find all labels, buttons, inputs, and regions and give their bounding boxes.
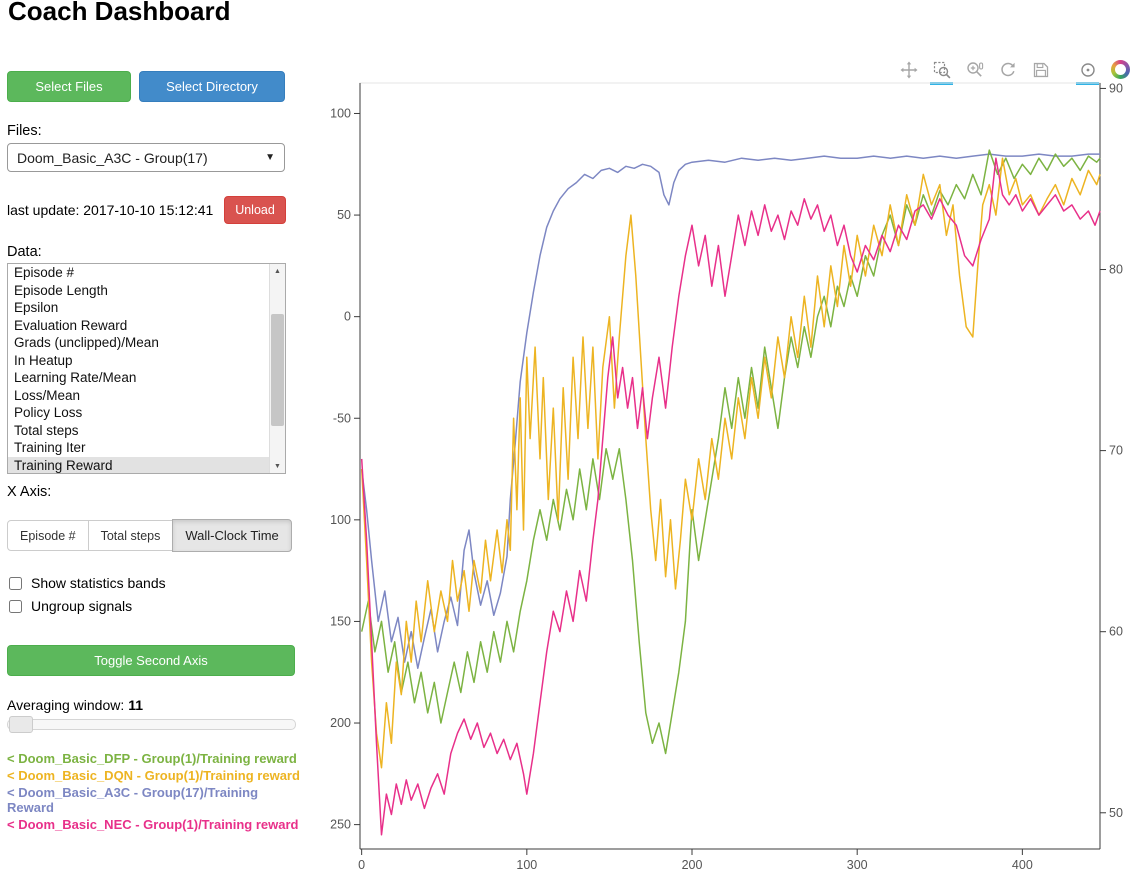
data-item-epsilon[interactable]: Epsilon [14,300,59,315]
data-item-total-steps[interactable]: Total steps [14,422,79,438]
legend-entry-doom-basic-nec-group-1-training-reward[interactable]: < Doom_Basic_NEC - Group(1)/Training rew… [7,817,299,832]
xaxis-option-total-steps[interactable]: Total steps [87,520,174,551]
averaging-window-slider[interactable] [7,716,296,733]
data-item-training-reward[interactable]: Training Reward [8,456,269,473]
y-tick-label-left: 100 [330,106,351,120]
checkbox-label: Ungroup signals [31,598,133,614]
series-doom-basic-a3c-group-17-training-reward [360,153,1100,669]
last-update-text: last update: 2017-10-10 15:12:41 [7,202,214,218]
files-label: Files: [7,123,42,139]
x-tick-label: 400 [1012,858,1033,872]
bokeh-logo[interactable] [1111,60,1130,79]
xaxis-option-wall-clock-time[interactable]: Wall-Clock Time [172,519,292,552]
unload-button[interactable]: Unload [224,196,286,224]
data-list[interactable]: Episode # Episode Length Epsilon Evaluation… [8,264,269,473]
x-tick-label: 100 [516,858,537,872]
checkbox-label: Show statistics bands [31,575,166,591]
y-tick-label-left: -250 [330,818,351,832]
averaging-window-text: Averaging window: [7,697,125,713]
y-tick-label-left: -150 [330,614,351,628]
legend-entry-doom-basic-a3c-group-17-training-reward[interactable]: < Doom_Basic_A3C - Group(17)/Training Re… [7,785,259,815]
box-zoom-tool-icon[interactable] [930,60,953,85]
y-tick-label-right: 70 [1109,444,1123,458]
hover-tool-icon[interactable] [1076,60,1099,85]
chart-panel[interactable]: 100 50 0 -50 -100 -150 -200 -250 90 80 70 60 50 0 100 2… [330,52,1142,881]
y-tick-label-left: 0 [344,310,351,324]
data-listbox[interactable]: Episode # Episode Length Epsilon Evaluation… [7,263,286,474]
y-tick-label-left: 50 [337,208,351,222]
x-tick-label: 200 [682,858,703,872]
averaging-window-value: 11 [128,697,144,713]
reset-tool-icon[interactable] [998,60,1017,79]
save-tool-icon[interactable] [1031,60,1050,79]
data-item-learning-rate-mean[interactable]: Learning Rate/Mean [14,370,137,385]
legend: < Doom_Basic_DFP - Group(1)/Training rew… [7,751,300,834]
y-tick-label-right: 90 [1109,81,1123,95]
xaxis-label: X Axis: [7,484,52,500]
listbox-scrollbar[interactable]: ▲ ▼ [269,264,285,473]
show-statistics-bands-checkbox[interactable] [9,576,22,590]
y-tick-label-right: 60 [1109,625,1123,639]
page-title: Coach Dashboard [8,0,231,26]
data-item-in-heatup[interactable]: In Heatup [14,352,73,368]
data-item-grads-unclipped-mean[interactable]: Grads (unclipped)/Mean [14,335,159,350]
averaging-window-label: Averaging window: 11 [7,697,143,713]
files-select-value: Doom_Basic_A3C - Group(17) [17,149,208,166]
data-label: Data: [7,244,42,260]
y-tick-label-left: -100 [330,513,351,527]
legend-entry-doom-basic-dfp-group-1-training-reward[interactable]: < Doom_Basic_DFP - Group(1)/Training rew… [7,751,297,766]
data-item-evaluation-reward[interactable]: Evaluation Reward [14,317,128,333]
scrollbar-track[interactable] [270,278,285,459]
plot-toolbar[interactable] [899,60,1130,85]
xaxis-button-group[interactable]: Episode # Total steps Wall-Clock Time [7,519,292,552]
y-tick-label-left: -50 [333,411,351,425]
scroll-down-icon[interactable]: ▼ [274,462,281,470]
toggle-second-axis-button[interactable]: Toggle Second Axis [7,645,295,676]
y-tick-label-right: 50 [1109,806,1123,820]
ungroup-signals-row[interactable]: Ungroup signals [9,598,132,614]
data-item-policy-loss[interactable]: Policy Loss [14,405,83,420]
y-tick-label-right: 80 [1109,263,1123,277]
data-item-training-iter[interactable]: Training Iter [14,440,86,455]
pan-tool-icon[interactable] [899,60,918,79]
x-tick-label: 0 [358,858,365,872]
show-statistics-bands-row[interactable]: Show statistics bands [9,575,166,591]
select-files-button[interactable]: Select Files [7,71,131,102]
series-doom-basic-dfp-group-1-training-reward [360,149,1101,755]
scrollbar-thumb[interactable] [271,314,284,427]
data-item-loss-mean[interactable]: Loss/Mean [14,387,81,403]
legend-entry-doom-basic-dqn-group-1-training-reward[interactable]: < Doom_Basic_DQN - Group(1)/Training rew… [7,768,300,783]
wheel-zoom-tool-icon[interactable] [965,60,984,79]
data-item-episode-length[interactable]: Episode Length [14,282,108,298]
slider-handle[interactable] [9,716,33,733]
series-doom-basic-dqn-group-1-training-reward [360,157,1101,769]
xaxis-option-episode[interactable]: Episode # [7,520,89,551]
scroll-up-icon[interactable]: ▲ [274,267,281,275]
reward-plot[interactable]: 100 50 0 -50 -100 -150 -200 -250 90 80 70 60 50 0 100 2… [330,78,1142,876]
y-tick-label-left: -200 [330,716,351,730]
files-select[interactable]: Doom_Basic_A3C - Group(17) ▼ [7,143,285,172]
ungroup-signals-checkbox[interactable] [9,599,22,613]
series-doom-basic-nec-group-1-training-reward [360,157,1101,836]
x-tick-label: 300 [847,858,868,872]
data-item-episode[interactable]: Episode # [14,265,75,280]
plot-outline [359,82,1101,850]
select-directory-button[interactable]: Select Directory [139,71,285,102]
chevron-down-icon: ▼ [265,152,275,163]
